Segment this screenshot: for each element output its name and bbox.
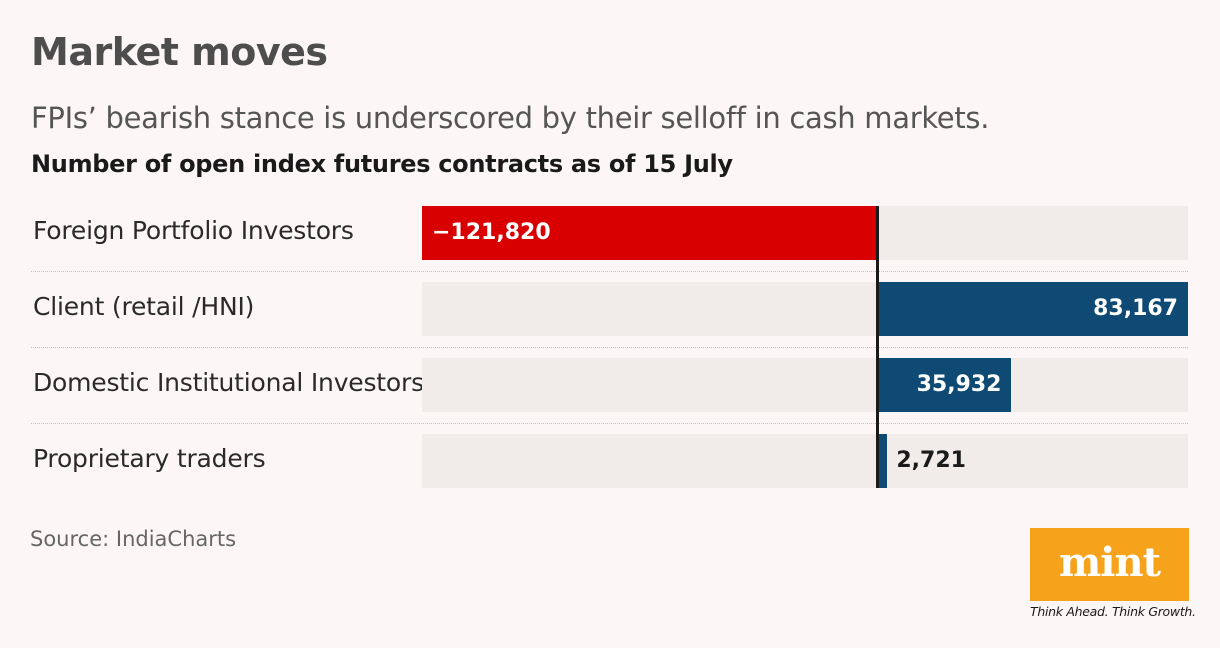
mint-logo-text: mint: [1058, 539, 1161, 586]
source-note: Source: IndiaCharts: [30, 527, 237, 551]
bar: [877, 282, 1188, 336]
chart-subtitle: FPIs’ bearish stance is underscored by t…: [31, 101, 990, 135]
bar: [877, 358, 1012, 412]
bar-track: [422, 434, 1188, 488]
chart-heading: Number of open index futures contracts a…: [31, 150, 733, 178]
row-divider: [31, 423, 1188, 424]
category-label: Domestic Institutional Investors: [33, 368, 424, 397]
row-divider: [31, 271, 1188, 272]
bar: [422, 206, 878, 260]
category-label: Foreign Portfolio Investors: [33, 216, 354, 245]
bar: [877, 434, 888, 488]
value-label: 2,721: [896, 448, 966, 473]
row-divider: [31, 347, 1188, 348]
brand-tagline: Think Ahead. Think Growth.: [1030, 604, 1196, 619]
chart-title-main: Market moves: [31, 30, 328, 74]
value-label: 83,167: [1093, 296, 1178, 321]
zero-axis-line: [876, 206, 880, 488]
value-label: −121,820: [432, 220, 551, 245]
value-label: 35,932: [916, 372, 1002, 397]
category-label: Client (retail /HNI): [33, 292, 255, 321]
mint-logo: mint: [1030, 528, 1189, 601]
category-label: Proprietary traders: [33, 444, 266, 473]
bar-track: [422, 358, 1188, 412]
